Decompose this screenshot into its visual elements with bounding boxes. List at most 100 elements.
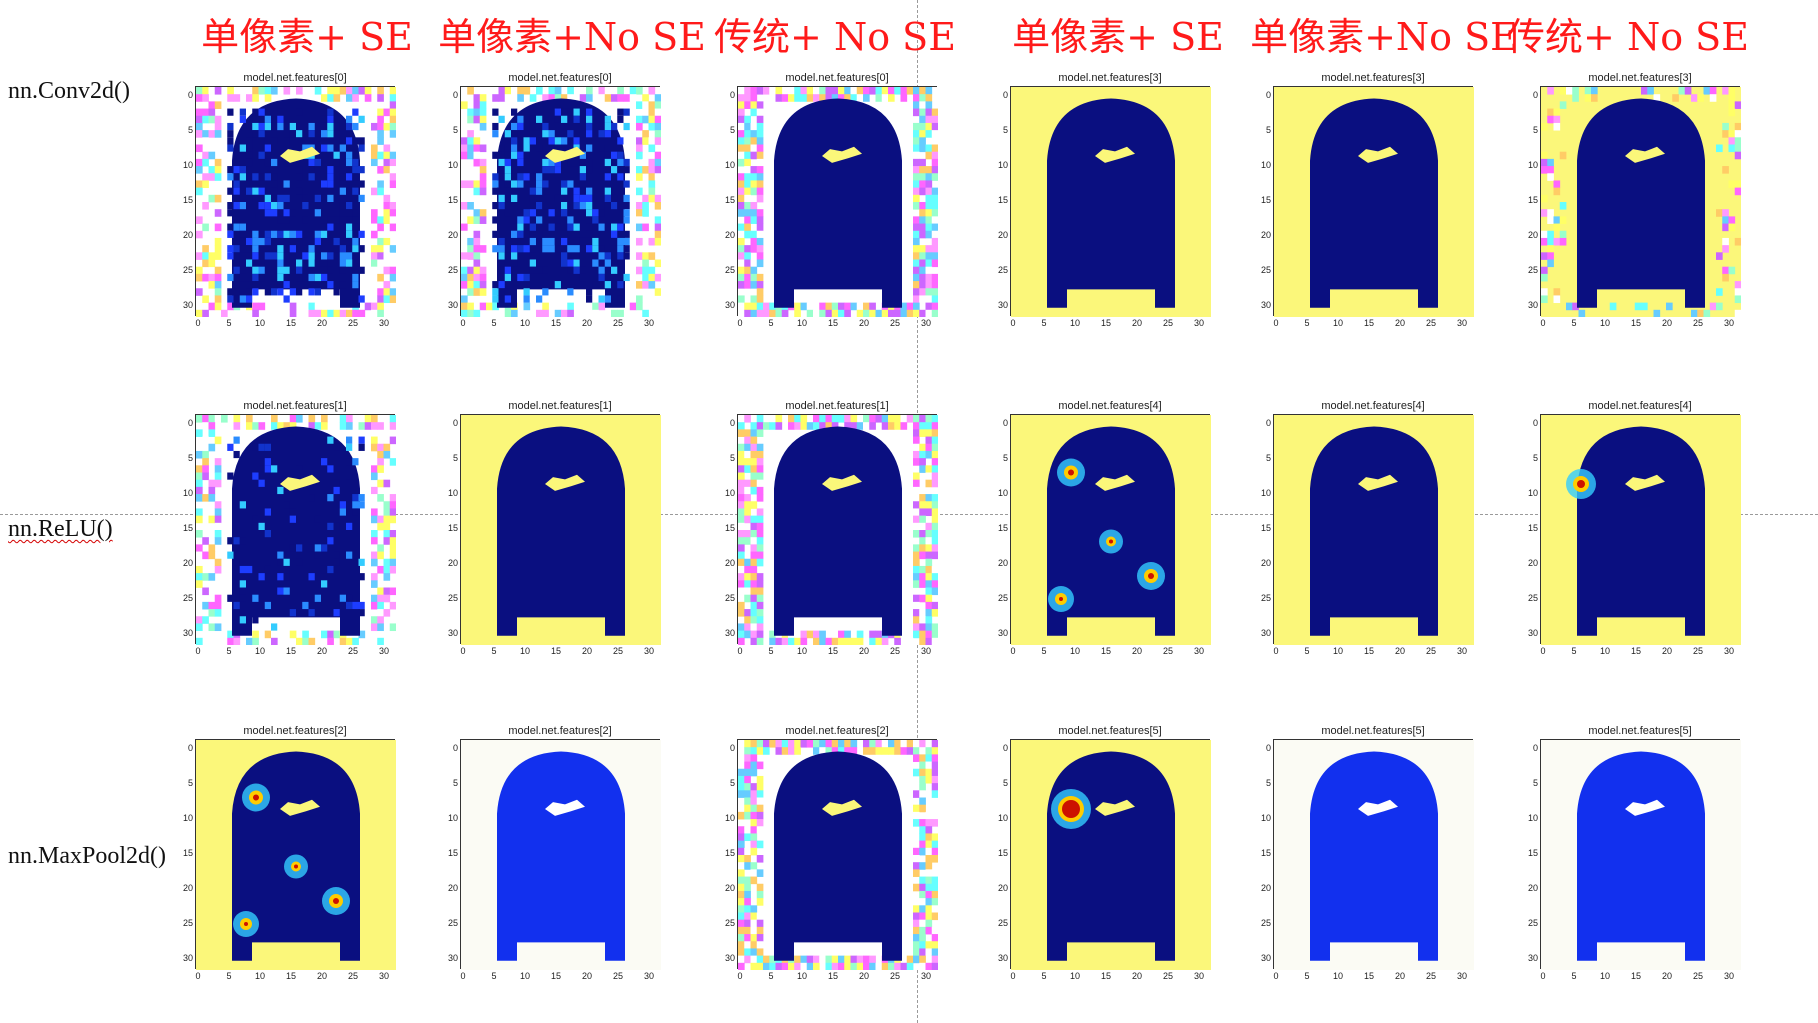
y-tick-label: 10: [447, 813, 458, 823]
x-tick-label: 15: [285, 318, 297, 328]
y-tick-label: 10: [997, 488, 1008, 498]
y-tick-label: 5: [1265, 453, 1271, 463]
y-tick-label: 0: [1002, 90, 1008, 100]
x-tick-label: 0: [1273, 318, 1279, 328]
border-noise-pixels: [461, 87, 661, 317]
chair-silhouette: [1310, 98, 1438, 308]
x-tick-label: 5: [1571, 646, 1577, 656]
x-tick-label: 30: [643, 318, 655, 328]
y-tick-label: 10: [447, 488, 458, 498]
y-tick-label: 25: [724, 918, 735, 928]
activation-spot-peak: [294, 864, 298, 869]
feature-map-frame: [195, 739, 396, 970]
y-tick-label: 10: [724, 160, 735, 170]
y-tick-label: 0: [729, 418, 735, 428]
y-tick-label: 10: [997, 813, 1008, 823]
x-tick-label: 30: [378, 646, 390, 656]
y-tick-label: 10: [447, 160, 458, 170]
feature-map-frame: [1273, 414, 1474, 645]
x-tick-label: 5: [768, 971, 774, 981]
y-tick-label: 15: [447, 523, 458, 533]
y-tick-label: 20: [1527, 883, 1538, 893]
x-tick-label: 15: [285, 646, 297, 656]
y-tick-label: 20: [182, 883, 193, 893]
panel-title: model.net.features[0]: [508, 72, 612, 84]
y-tick-label: 5: [729, 453, 735, 463]
y-tick-label: 15: [1527, 523, 1538, 533]
armrest-highlight: [1625, 799, 1665, 816]
activation-spot-peak: [244, 922, 248, 926]
panel-title: model.net.features[5]: [1321, 725, 1425, 737]
x-tick-label: 15: [285, 971, 297, 981]
panel-title: model.net.features[2]: [508, 725, 612, 737]
border-noise-pixels: [196, 415, 396, 645]
y-tick-label: 30: [1527, 628, 1538, 638]
x-tick-label: 30: [643, 646, 655, 656]
y-tick-label: 0: [452, 743, 458, 753]
y-tick-label: 10: [1260, 488, 1271, 498]
activation-spot-peak: [1148, 573, 1154, 579]
y-tick-label: 30: [1527, 300, 1538, 310]
x-tick-label: 5: [491, 971, 497, 981]
x-tick-label: 15: [1363, 646, 1375, 656]
armrest-highlight: [1095, 474, 1135, 491]
column-title-6: 传统+ No SE: [1507, 15, 1749, 59]
y-tick-label: 20: [1260, 230, 1271, 240]
activation-spot-peak: [333, 898, 339, 904]
y-tick-label: 0: [1532, 418, 1538, 428]
y-tick-label: 30: [997, 953, 1008, 963]
x-tick-label: 25: [347, 318, 359, 328]
x-tick-label: 20: [1131, 971, 1143, 981]
y-tick-label: 10: [182, 813, 193, 823]
x-tick-label: 10: [254, 318, 266, 328]
y-tick-label: 20: [724, 558, 735, 568]
x-tick-label: 30: [1456, 318, 1468, 328]
x-tick-label: 0: [195, 646, 201, 656]
y-tick-label: 20: [447, 883, 458, 893]
feature-map-image: [1274, 87, 1474, 317]
y-tick-label: 0: [1002, 418, 1008, 428]
x-tick-label: 20: [858, 971, 870, 981]
feature-map-panel: model.net.features[0] 0 0 5 5 10 10 15 15 20 20 25 2…: [707, 72, 938, 342]
y-tick-label: 10: [1527, 160, 1538, 170]
feature-map-image: [1541, 415, 1741, 645]
y-tick-label: 10: [182, 488, 193, 498]
y-tick-label: 25: [1260, 265, 1271, 275]
feature-map-frame: [1273, 86, 1474, 317]
y-tick-label: 0: [1002, 743, 1008, 753]
feature-map-panel: model.net.features[1] 0 0 5 5 10 10 15 15 20 20 25 2…: [165, 400, 396, 670]
y-tick-label: 15: [1527, 848, 1538, 858]
x-tick-label: 25: [1162, 646, 1174, 656]
column-title-2: 单像素+No SE: [438, 15, 706, 59]
feature-map-panel: model.net.features[0] 0 0 5 5 10 10 15 15 20 20 25 2…: [430, 72, 661, 342]
y-tick-label: 5: [1002, 453, 1008, 463]
x-tick-label: 15: [550, 318, 562, 328]
x-tick-label: 10: [519, 971, 531, 981]
feature-map-panel: model.net.features[2] 0 0 5 5 10 10 15 15 20 20 25 2…: [165, 725, 396, 995]
y-tick-label: 20: [1527, 558, 1538, 568]
y-tick-label: 5: [1002, 778, 1008, 788]
armrest-highlight: [822, 474, 862, 491]
y-tick-label: 25: [447, 593, 458, 603]
y-tick-label: 20: [182, 230, 193, 240]
y-tick-label: 25: [997, 265, 1008, 275]
x-tick-label: 20: [1131, 646, 1143, 656]
y-tick-label: 5: [1265, 125, 1271, 135]
armrest-highlight: [1358, 799, 1398, 816]
x-tick-label: 25: [1425, 646, 1437, 656]
y-tick-label: 20: [997, 230, 1008, 240]
feature-map-panel: model.net.features[5] 0 0 5 5 10 10 15 15 20 20 25 2…: [1243, 725, 1474, 995]
chair-silhouette: [1577, 426, 1705, 636]
x-tick-label: 15: [1100, 646, 1112, 656]
y-tick-label: 5: [1265, 778, 1271, 788]
y-tick-label: 0: [187, 418, 193, 428]
column-title-4: 单像素+ SE: [1012, 15, 1224, 59]
panel-title: model.net.features[3]: [1321, 72, 1425, 84]
panel-title: model.net.features[4]: [1321, 400, 1425, 412]
border-noise-pixels: [738, 87, 938, 317]
x-tick-label: 10: [519, 318, 531, 328]
feature-map-panel: model.net.features[5] 0 0 5 5 10 10 15 15 20 20 25 2…: [1510, 725, 1741, 995]
y-tick-label: 10: [724, 488, 735, 498]
feature-map-panel: model.net.features[2] 0 0 5 5 10 10 15 15 20 20 25 2…: [430, 725, 661, 995]
x-tick-label: 5: [1571, 318, 1577, 328]
